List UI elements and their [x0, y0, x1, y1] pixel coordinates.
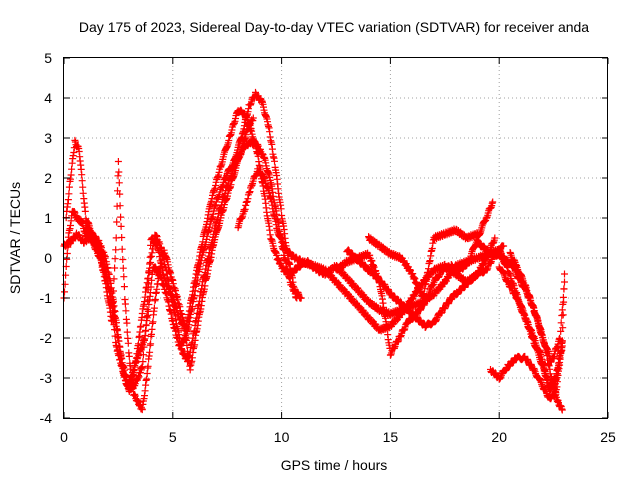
series-track-8: [365, 225, 481, 301]
y-tick-label: -4: [40, 410, 53, 426]
marker-path: [487, 270, 568, 403]
y-tick-label: -2: [40, 330, 53, 346]
chart-title: Day 175 of 2023, Sidereal Day-to-day VTE…: [79, 19, 589, 35]
x-tick-label: 25: [600, 429, 616, 445]
marker-path: [506, 249, 568, 366]
y-tick-label: 3: [44, 130, 52, 146]
y-tick-label: -1: [40, 290, 53, 306]
x-tick-label: 15: [383, 429, 399, 445]
data-layer: [60, 88, 568, 414]
tick-layer: 0 5 10 15 20 25 -4 -3 -2 -1 0 1 2 3 4 5: [40, 50, 616, 445]
series-track-12: [506, 249, 568, 366]
series-track-10: [495, 263, 566, 394]
x-tick-label: 10: [274, 429, 290, 445]
plot-frame: [63, 57, 608, 419]
y-axis-title: SDTVAR / TECUs: [7, 182, 23, 294]
x-axis-title: GPS time / hours: [281, 457, 388, 473]
x-tick-label: 5: [169, 429, 177, 445]
series-track-11: [487, 270, 568, 403]
y-tick-label: 4: [44, 90, 52, 106]
marker-path: [343, 242, 508, 331]
y-tick-label: 1: [44, 210, 52, 226]
series-track-7: [343, 242, 508, 331]
marker-path: [495, 263, 566, 394]
x-tick-label: 0: [60, 429, 68, 445]
x-tick-label: 20: [491, 429, 507, 445]
y-tick-label: -3: [40, 370, 53, 386]
marker-path: [365, 225, 481, 301]
y-tick-label: 0: [44, 250, 52, 266]
marker-path: [82, 114, 257, 414]
y-tick-label: 5: [44, 50, 52, 66]
y-tick-label: 2: [44, 170, 52, 186]
grid-layer: [64, 58, 608, 418]
series-track-4: [82, 114, 257, 414]
